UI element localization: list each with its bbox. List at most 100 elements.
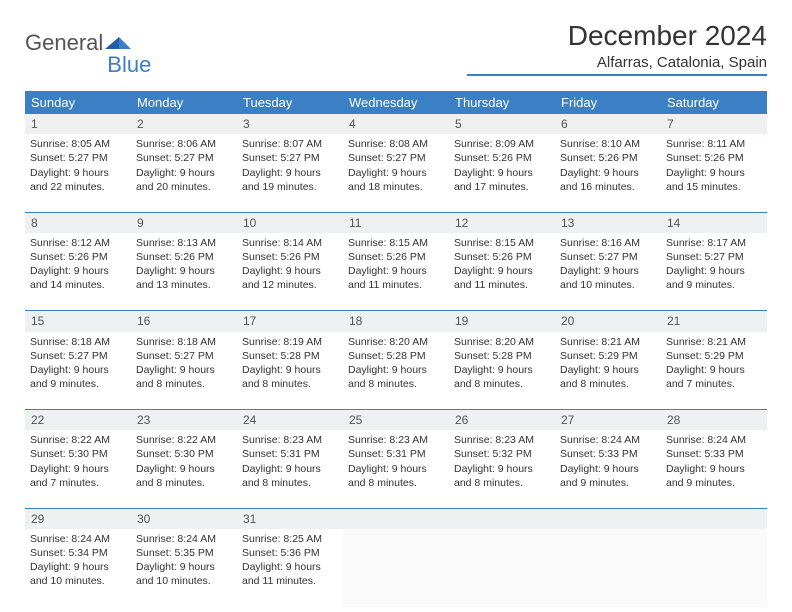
day-number: [661, 509, 767, 513]
day-number: 23: [131, 410, 237, 430]
cell-content: Sunrise: 8:24 AMSunset: 5:35 PMDaylight:…: [136, 532, 232, 589]
daylight-line: Daylight: 9 hours and 17 minutes.: [454, 166, 550, 194]
day-number: 16: [131, 311, 237, 331]
daynum-cell: 6: [555, 114, 661, 134]
sunrise-line: Sunrise: 8:15 AM: [348, 236, 444, 250]
sunset-line: Sunset: 5:26 PM: [454, 151, 550, 165]
page-title: December 2024: [467, 20, 767, 52]
sunrise-line: Sunrise: 8:13 AM: [136, 236, 232, 250]
sunrise-line: Sunrise: 8:21 AM: [560, 335, 656, 349]
cell-content: Sunrise: 8:15 AMSunset: 5:26 PMDaylight:…: [348, 236, 444, 293]
sunrise-line: Sunrise: 8:05 AM: [30, 137, 126, 151]
sunset-line: Sunset: 5:27 PM: [242, 151, 338, 165]
cell-content: Sunrise: 8:09 AMSunset: 5:26 PMDaylight:…: [454, 137, 550, 194]
calendar-table: SundayMondayTuesdayWednesdayThursdayFrid…: [25, 91, 767, 607]
daynum-cell: [343, 508, 449, 529]
cell-content: Sunrise: 8:22 AMSunset: 5:30 PMDaylight:…: [136, 433, 232, 490]
sunrise-line: Sunrise: 8:22 AM: [30, 433, 126, 447]
daylight-line: Daylight: 9 hours and 8 minutes.: [242, 363, 338, 391]
daynum-cell: 19: [449, 311, 555, 332]
daylight-line: Daylight: 9 hours and 18 minutes.: [348, 166, 444, 194]
daynum-cell: 17: [237, 311, 343, 332]
sunset-line: Sunset: 5:30 PM: [30, 447, 126, 461]
cell-content: Sunrise: 8:05 AMSunset: 5:27 PMDaylight:…: [30, 137, 126, 194]
weekday-header: Wednesday: [343, 91, 449, 114]
daylight-line: Daylight: 9 hours and 9 minutes.: [666, 264, 762, 292]
daynum-row: 891011121314: [25, 212, 767, 233]
calendar-cell: Sunrise: 8:19 AMSunset: 5:28 PMDaylight:…: [237, 332, 343, 410]
day-number: 30: [131, 509, 237, 529]
sunrise-line: Sunrise: 8:23 AM: [348, 433, 444, 447]
cell-content: Sunrise: 8:23 AMSunset: 5:31 PMDaylight:…: [348, 433, 444, 490]
daylight-line: Daylight: 9 hours and 11 minutes.: [242, 560, 338, 588]
daylight-line: Daylight: 9 hours and 13 minutes.: [136, 264, 232, 292]
day-number: 25: [343, 410, 449, 430]
sunrise-line: Sunrise: 8:24 AM: [666, 433, 762, 447]
day-number: 2: [131, 114, 237, 134]
sunrise-line: Sunrise: 8:16 AM: [560, 236, 656, 250]
calendar-cell: [343, 529, 449, 607]
daylight-line: Daylight: 9 hours and 7 minutes.: [30, 462, 126, 490]
daynum-cell: 30: [131, 508, 237, 529]
cell-content: Sunrise: 8:21 AMSunset: 5:29 PMDaylight:…: [666, 335, 762, 392]
weekday-header: Tuesday: [237, 91, 343, 114]
sunset-line: Sunset: 5:27 PM: [666, 250, 762, 264]
daylight-line: Daylight: 9 hours and 8 minutes.: [348, 462, 444, 490]
cell-content: Sunrise: 8:18 AMSunset: 5:27 PMDaylight:…: [136, 335, 232, 392]
calendar-cell: [661, 529, 767, 607]
sunset-line: Sunset: 5:26 PM: [454, 250, 550, 264]
sunset-line: Sunset: 5:34 PM: [30, 546, 126, 560]
daylight-line: Daylight: 9 hours and 16 minutes.: [560, 166, 656, 194]
daylight-line: Daylight: 9 hours and 9 minutes.: [666, 462, 762, 490]
sunset-line: Sunset: 5:26 PM: [136, 250, 232, 264]
sunrise-line: Sunrise: 8:10 AM: [560, 137, 656, 151]
sunset-line: Sunset: 5:31 PM: [242, 447, 338, 461]
sunset-line: Sunset: 5:26 PM: [560, 151, 656, 165]
daylight-line: Daylight: 9 hours and 11 minutes.: [348, 264, 444, 292]
calendar-cell: Sunrise: 8:24 AMSunset: 5:34 PMDaylight:…: [25, 529, 131, 607]
sunrise-line: Sunrise: 8:22 AM: [136, 433, 232, 447]
daynum-row: 1234567: [25, 114, 767, 134]
day-number: 15: [25, 311, 131, 331]
sunrise-line: Sunrise: 8:19 AM: [242, 335, 338, 349]
cell-content: Sunrise: 8:23 AMSunset: 5:32 PMDaylight:…: [454, 433, 550, 490]
sunset-line: Sunset: 5:32 PM: [454, 447, 550, 461]
daylight-line: Daylight: 9 hours and 14 minutes.: [30, 264, 126, 292]
sunrise-line: Sunrise: 8:25 AM: [242, 532, 338, 546]
day-number: 18: [343, 311, 449, 331]
calendar-cell: Sunrise: 8:24 AMSunset: 5:33 PMDaylight:…: [555, 430, 661, 508]
cell-content: Sunrise: 8:14 AMSunset: 5:26 PMDaylight:…: [242, 236, 338, 293]
sunset-line: Sunset: 5:30 PM: [136, 447, 232, 461]
cell-content: Sunrise: 8:20 AMSunset: 5:28 PMDaylight:…: [348, 335, 444, 392]
day-number: 7: [661, 114, 767, 134]
daylight-line: Daylight: 9 hours and 19 minutes.: [242, 166, 338, 194]
day-number: 14: [661, 213, 767, 233]
sunrise-line: Sunrise: 8:24 AM: [136, 532, 232, 546]
sunrise-line: Sunrise: 8:20 AM: [454, 335, 550, 349]
weekday-header: Saturday: [661, 91, 767, 114]
sunrise-line: Sunrise: 8:11 AM: [666, 137, 762, 151]
sunset-line: Sunset: 5:35 PM: [136, 546, 232, 560]
sunrise-line: Sunrise: 8:21 AM: [666, 335, 762, 349]
calendar-cell: [555, 529, 661, 607]
cell-content: Sunrise: 8:24 AMSunset: 5:34 PMDaylight:…: [30, 532, 126, 589]
logo: General Blue: [25, 20, 153, 66]
cell-content: Sunrise: 8:11 AMSunset: 5:26 PMDaylight:…: [666, 137, 762, 194]
day-number: [343, 509, 449, 513]
calendar-cell: Sunrise: 8:21 AMSunset: 5:29 PMDaylight:…: [661, 332, 767, 410]
calendar-cell: Sunrise: 8:20 AMSunset: 5:28 PMDaylight:…: [449, 332, 555, 410]
daylight-line: Daylight: 9 hours and 20 minutes.: [136, 166, 232, 194]
calendar-cell: Sunrise: 8:23 AMSunset: 5:32 PMDaylight:…: [449, 430, 555, 508]
daynum-row: 15161718192021: [25, 311, 767, 332]
day-number: 3: [237, 114, 343, 134]
sunset-line: Sunset: 5:29 PM: [666, 349, 762, 363]
day-number: 28: [661, 410, 767, 430]
sunrise-line: Sunrise: 8:23 AM: [454, 433, 550, 447]
day-number: 21: [661, 311, 767, 331]
sunset-line: Sunset: 5:29 PM: [560, 349, 656, 363]
calendar-cell: Sunrise: 8:24 AMSunset: 5:33 PMDaylight:…: [661, 430, 767, 508]
sunset-line: Sunset: 5:27 PM: [30, 151, 126, 165]
title-block: December 2024 Alfarras, Catalonia, Spain: [467, 20, 767, 76]
calendar-week-row: Sunrise: 8:05 AMSunset: 5:27 PMDaylight:…: [25, 134, 767, 212]
weekday-header: Monday: [131, 91, 237, 114]
